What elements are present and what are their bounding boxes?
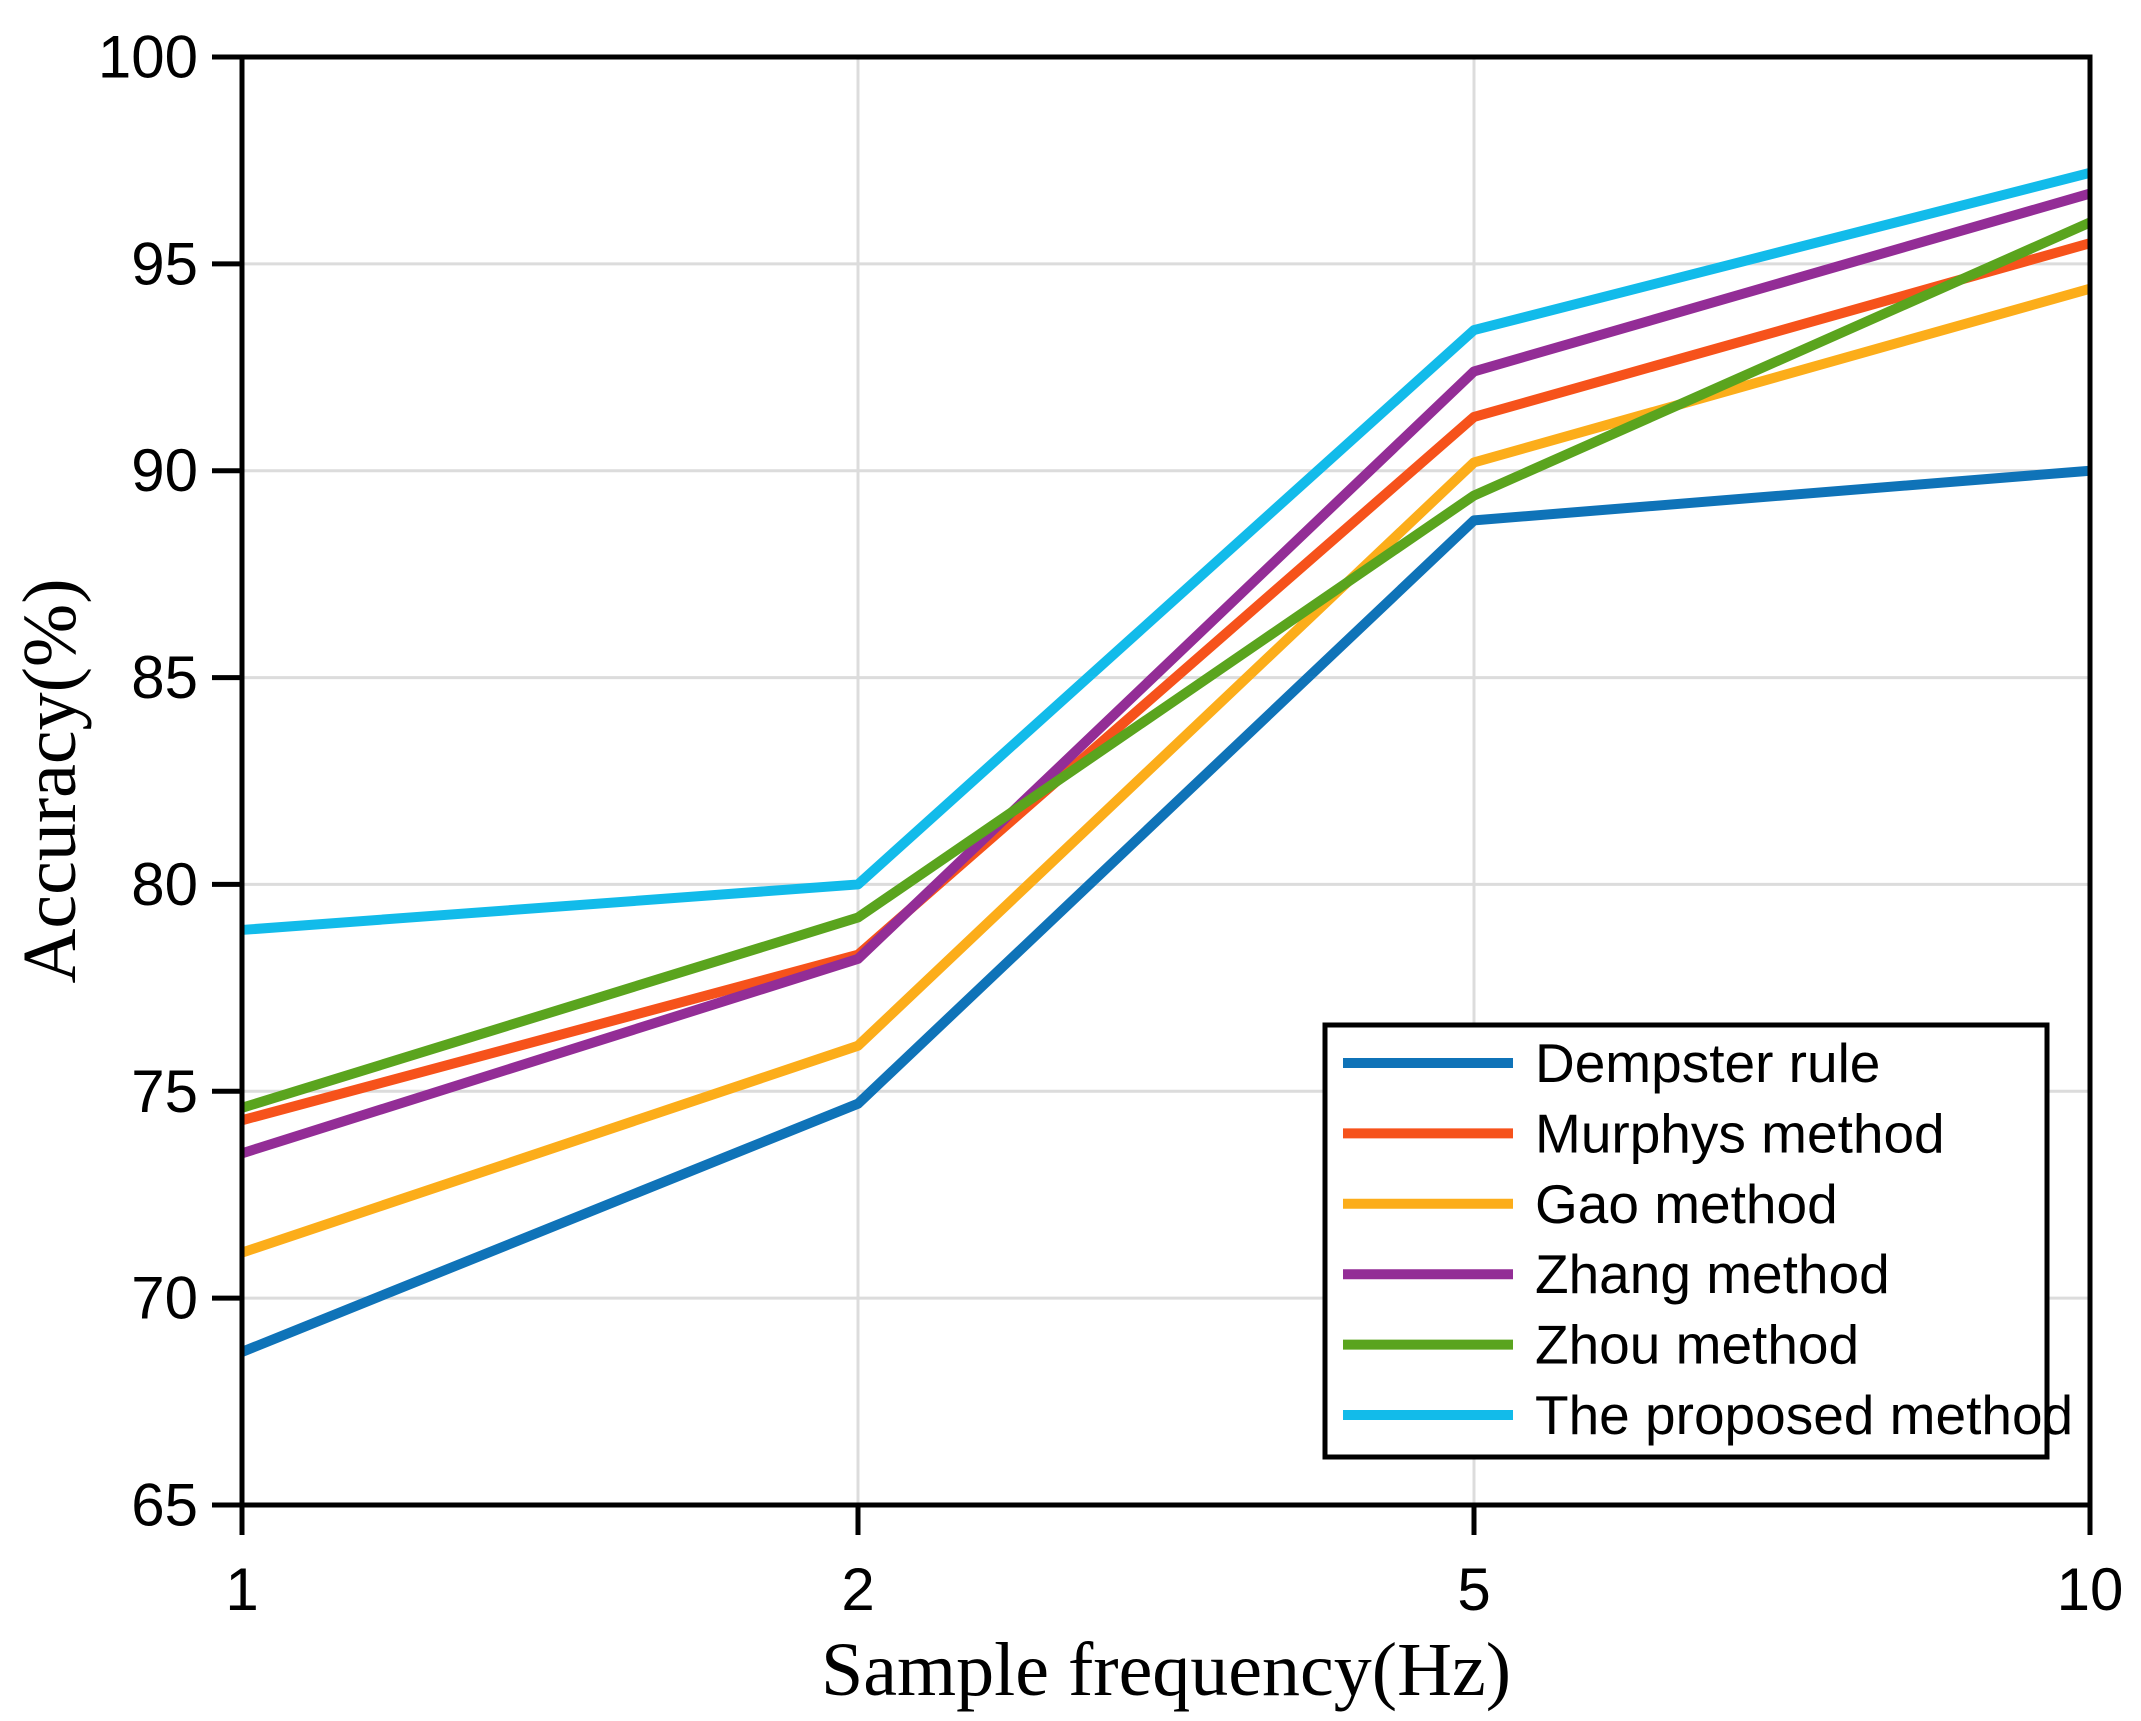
legend-label-zhang-method: Zhang method xyxy=(1535,1243,1890,1305)
x-tick-label-10: 10 xyxy=(2057,1556,2124,1623)
y-axis-label: Accuracy(%) xyxy=(8,578,92,983)
series-line-zhou-method xyxy=(240,217,2093,1113)
x-tick-label-5: 5 xyxy=(1457,1556,1490,1623)
y-tick-label-100: 100 xyxy=(98,24,198,91)
plot-frame xyxy=(239,54,2093,1508)
legend-label-the-proposed-method: The proposed method xyxy=(1535,1384,2073,1446)
series-line-the-proposed-method xyxy=(241,167,2092,935)
series-line-gao-method xyxy=(240,283,2092,1258)
x-axis-label: Sample frequency(Hz) xyxy=(821,1628,1511,1712)
y-tick-label-85: 85 xyxy=(131,644,198,711)
series-line-murphys-method xyxy=(240,238,2092,1126)
y-tick-label-90: 90 xyxy=(131,437,198,504)
y-tick-label-80: 80 xyxy=(131,851,198,918)
legend-label-zhou-method: Zhou method xyxy=(1535,1314,1859,1376)
legend-label-gao-method: Gao method xyxy=(1535,1173,1838,1235)
x-tick-label-2: 2 xyxy=(841,1556,874,1623)
legend-label-dempster-rule: Dempster rule xyxy=(1535,1032,1880,1094)
y-tick-label-95: 95 xyxy=(131,230,198,297)
legend-label-murphys-method: Murphys method xyxy=(1535,1102,1945,1164)
series-line-zhang-method xyxy=(240,188,2092,1159)
y-tick-label-70: 70 xyxy=(131,1265,198,1332)
y-tick-label-65: 65 xyxy=(131,1472,198,1539)
legend-box xyxy=(1322,1022,2050,1460)
series-line-dempster-rule xyxy=(240,465,2091,1357)
y-tick-label-75: 75 xyxy=(131,1058,198,1125)
x-tick-label-1: 1 xyxy=(225,1556,258,1623)
